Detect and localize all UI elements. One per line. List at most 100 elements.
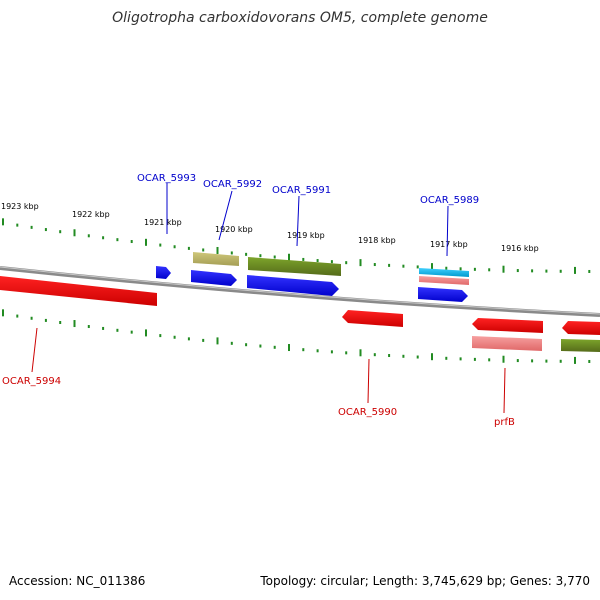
gene-cds-pink-a[interactable] [419, 276, 469, 285]
minor-tick [473, 267, 476, 271]
major-tick [73, 320, 76, 328]
scale-label: 1919 kbp [287, 231, 325, 240]
minor-tick [187, 246, 190, 250]
minor-tick [330, 260, 333, 264]
scale-label: 1916 kbp [501, 244, 539, 253]
minor-tick [516, 359, 519, 363]
scale-label: 1921 kbp [144, 218, 182, 227]
minor-tick [16, 314, 19, 318]
minor-tick [416, 355, 419, 359]
gene-cds-blue-c[interactable] [418, 287, 468, 302]
minor-tick [559, 269, 562, 273]
minor-tick [116, 238, 119, 242]
major-tick [288, 253, 290, 261]
major-tick [2, 218, 4, 226]
minor-tick [230, 251, 233, 255]
minor-tick [16, 223, 19, 227]
gene-ocar-5991[interactable] [248, 257, 341, 276]
minor-tick [259, 344, 262, 348]
lower-tick-row [2, 309, 591, 364]
minor-tick [245, 252, 248, 256]
gene-label-ocar-5994[interactable]: OCAR_5994 [2, 376, 61, 387]
minor-tick [44, 318, 47, 322]
minor-tick [545, 269, 548, 273]
minor-tick [488, 358, 491, 362]
minor-tick [588, 269, 591, 273]
minor-tick [345, 261, 348, 265]
gene-prfb-upper[interactable] [472, 318, 543, 333]
gene-label-ocar-5991[interactable]: OCAR_5991 [272, 185, 331, 196]
major-tick [73, 229, 76, 237]
minor-tick [445, 266, 448, 270]
genome-backbone-highlight [0, 266, 600, 315]
major-tick [574, 266, 576, 274]
major-tick [574, 356, 576, 364]
minor-tick [130, 330, 133, 334]
minor-tick [402, 264, 405, 268]
genome-summary: Topology: circular; Length: 3,745,629 bp… [260, 574, 590, 588]
page-title: Oligotropha carboxidovorans OM5, complet… [112, 10, 488, 26]
gene-cds-blue-a[interactable] [191, 270, 237, 286]
gene-label-ocar-5989[interactable]: OCAR_5989 [420, 195, 479, 206]
leader-lines [31, 183, 506, 414]
major-tick [359, 349, 362, 357]
minor-tick [531, 359, 534, 363]
minor-tick [173, 335, 176, 339]
minor-tick [30, 225, 33, 229]
minor-tick [245, 343, 248, 347]
minor-tick [44, 228, 47, 232]
minor-tick [459, 357, 462, 361]
gene-label-prfb[interactable]: prfB [494, 417, 515, 428]
minor-tick [316, 349, 319, 353]
gene-label-ocar-5992[interactable]: OCAR_5992 [203, 179, 262, 190]
minor-tick [516, 269, 519, 273]
minor-tick [273, 345, 276, 349]
scale-labels: 1923 kbp 1922 kbp 1921 kbp 1920 kbp 1919… [1, 202, 539, 253]
minor-tick [202, 338, 205, 342]
minor-tick [102, 236, 105, 240]
minor-tick [302, 257, 305, 261]
minor-tick [416, 265, 419, 269]
minor-tick [87, 325, 90, 329]
scale-label: 1923 kbp [1, 202, 39, 211]
gene-ocar-5990[interactable] [342, 310, 403, 327]
minor-tick [116, 328, 119, 332]
minor-tick [259, 254, 262, 258]
scale-label: 1920 kbp [215, 225, 253, 234]
accession-label: Accession: NC_011386 [9, 574, 146, 588]
gene-ocar-5994[interactable] [0, 276, 157, 306]
gene-cds-olive-edge[interactable] [561, 339, 600, 352]
minor-tick [273, 255, 276, 259]
major-tick [431, 263, 433, 271]
reverse-features [0, 276, 600, 352]
gene-cds-red-edge[interactable] [562, 321, 600, 335]
gene-prfb[interactable] [472, 336, 542, 351]
minor-tick [531, 269, 534, 273]
minor-tick [30, 316, 33, 320]
gene-ocar-5989[interactable] [419, 268, 469, 277]
gene-label-ocar-5990[interactable]: OCAR_5990 [338, 407, 397, 418]
minor-tick [187, 337, 190, 341]
major-tick [431, 353, 433, 361]
major-tick [145, 329, 147, 337]
minor-tick [445, 356, 448, 360]
minor-tick [459, 267, 462, 271]
gene-ocar-5993[interactable] [156, 266, 171, 279]
gene-labels: OCAR_5993 OCAR_5992 OCAR_5991 OCAR_5989 … [2, 173, 515, 428]
minor-tick [330, 350, 333, 354]
gene-label-ocar-5993[interactable]: OCAR_5993 [137, 173, 196, 184]
gene-cds-blue-b[interactable] [247, 275, 339, 296]
minor-tick [59, 230, 62, 234]
minor-tick [545, 359, 548, 363]
major-tick [216, 337, 219, 345]
major-tick [2, 309, 4, 317]
major-tick [359, 259, 362, 267]
major-tick [502, 265, 505, 273]
minor-tick [473, 357, 476, 361]
gene-ocar-5992[interactable] [193, 252, 239, 266]
genome-backbone [0, 266, 600, 317]
minor-tick [316, 259, 319, 263]
minor-tick [173, 245, 176, 249]
major-tick [145, 238, 147, 246]
minor-tick [388, 263, 391, 267]
